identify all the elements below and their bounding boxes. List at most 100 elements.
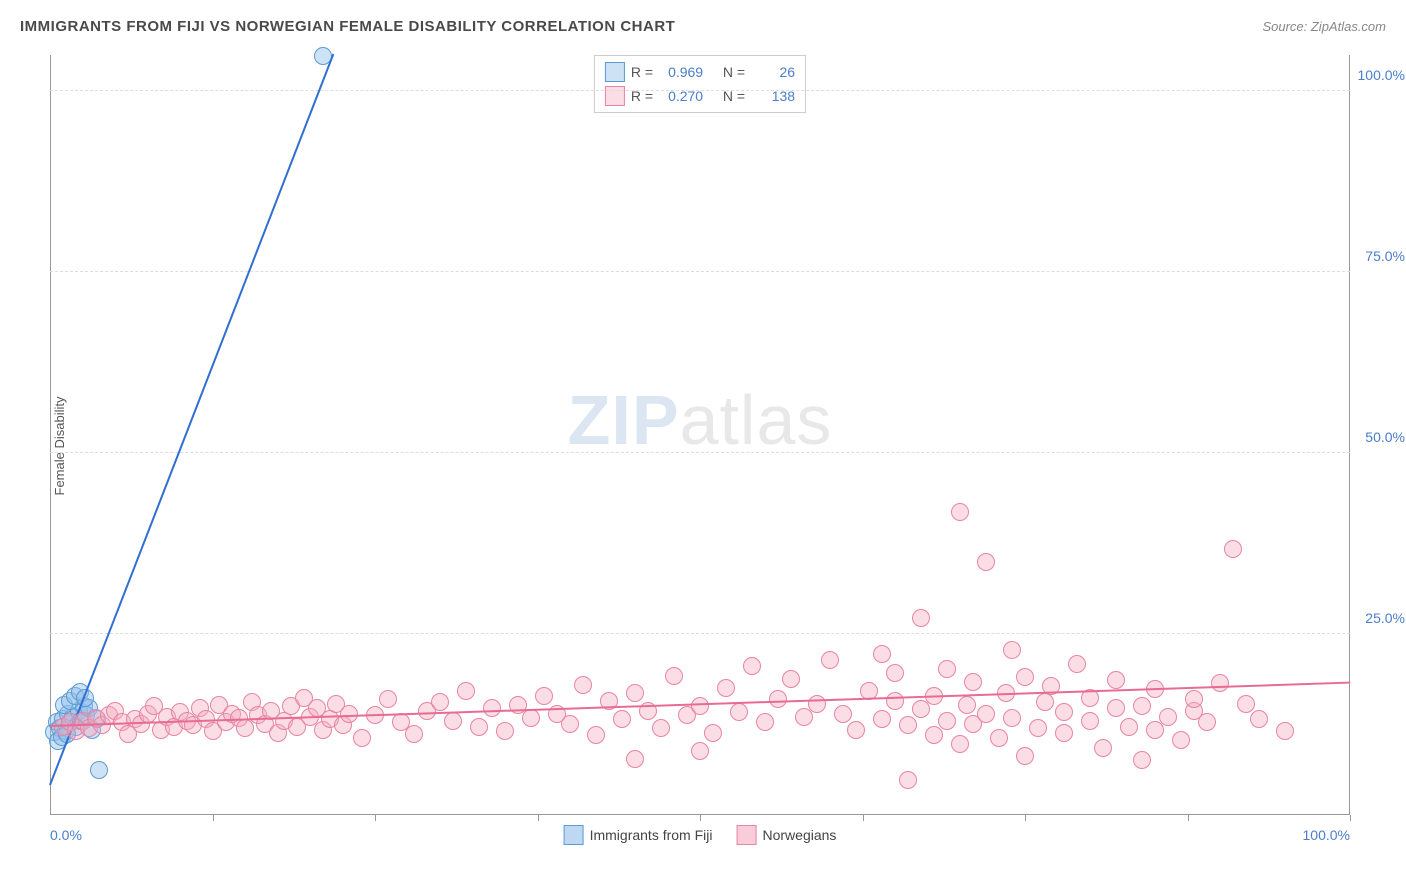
scatter-plot: ZIPatlas R =0.969 N =26R =0.270 N =138 I… <box>50 55 1350 815</box>
data-point-norwegians <box>496 722 514 740</box>
data-point-norwegians <box>1055 724 1073 742</box>
data-point-norwegians <box>613 710 631 728</box>
legend-label: Norwegians <box>762 827 836 843</box>
x-tick <box>1025 815 1026 821</box>
data-point-norwegians <box>808 695 826 713</box>
data-point-norwegians <box>717 679 735 697</box>
legend-swatch-fiji <box>605 62 625 82</box>
data-point-norwegians <box>912 609 930 627</box>
x-tick <box>375 815 376 821</box>
data-point-norwegians <box>990 729 1008 747</box>
data-point-norwegians <box>951 503 969 521</box>
y-axis-line-right <box>1349 55 1350 815</box>
grid-line <box>50 633 1350 634</box>
grid-line <box>50 271 1350 272</box>
trend-line-fiji <box>49 54 334 786</box>
legend-swatch <box>564 825 584 845</box>
data-point-norwegians <box>704 724 722 742</box>
data-point-norwegians <box>756 713 774 731</box>
data-point-norwegians <box>1036 693 1054 711</box>
data-point-norwegians <box>977 705 995 723</box>
y-axis-line <box>50 55 51 815</box>
y-tick-label: 100.0% <box>1358 67 1405 83</box>
series-legend: Immigrants from Fiji Norwegians <box>564 825 837 845</box>
grid-line <box>50 90 1350 91</box>
data-point-norwegians <box>1198 713 1216 731</box>
data-point-norwegians <box>1003 709 1021 727</box>
chart-source: Source: ZipAtlas.com <box>1262 19 1386 34</box>
data-point-norwegians <box>444 712 462 730</box>
data-point-norwegians <box>730 703 748 721</box>
data-point-norwegians <box>431 693 449 711</box>
data-point-norwegians <box>1055 703 1073 721</box>
data-point-norwegians <box>652 719 670 737</box>
data-point-norwegians <box>938 712 956 730</box>
legend-n-value: 26 <box>751 64 795 80</box>
data-point-norwegians <box>691 697 709 715</box>
data-point-norwegians <box>1250 710 1268 728</box>
data-point-norwegians <box>1120 718 1138 736</box>
y-tick-label: 25.0% <box>1365 610 1405 626</box>
data-point-norwegians <box>938 660 956 678</box>
series-legend-item: Norwegians <box>736 825 836 845</box>
data-point-norwegians <box>1159 708 1177 726</box>
y-tick-label: 50.0% <box>1365 429 1405 445</box>
legend-row-norwegians: R =0.270 N =138 <box>605 84 795 108</box>
data-point-norwegians <box>587 726 605 744</box>
data-point-norwegians <box>743 657 761 675</box>
data-point-norwegians <box>899 716 917 734</box>
chart-header: IMMIGRANTS FROM FIJI VS NORWEGIAN FEMALE… <box>20 18 1386 35</box>
data-point-norwegians <box>782 670 800 688</box>
data-point-norwegians <box>821 651 839 669</box>
x-tick <box>1350 815 1351 821</box>
data-point-norwegians <box>1029 719 1047 737</box>
legend-n-label: N = <box>723 64 745 80</box>
data-point-norwegians <box>379 690 397 708</box>
data-point-norwegians <box>1081 712 1099 730</box>
data-point-norwegians <box>561 715 579 733</box>
data-point-norwegians <box>873 645 891 663</box>
data-point-norwegians <box>925 726 943 744</box>
data-point-norwegians <box>522 709 540 727</box>
y-tick-label: 75.0% <box>1365 248 1405 264</box>
data-point-norwegians <box>1003 641 1021 659</box>
data-point-norwegians <box>1016 668 1034 686</box>
data-point-norwegians <box>964 673 982 691</box>
data-point-norwegians <box>873 710 891 728</box>
legend-r-label: R = <box>631 64 653 80</box>
legend-label: Immigrants from Fiji <box>590 827 713 843</box>
data-point-norwegians <box>769 690 787 708</box>
data-point-norwegians <box>457 682 475 700</box>
data-point-norwegians <box>574 676 592 694</box>
data-point-norwegians <box>977 553 995 571</box>
data-point-norwegians <box>626 684 644 702</box>
x-tick <box>538 815 539 821</box>
source-name: ZipAtlas.com <box>1311 19 1386 34</box>
data-point-norwegians <box>353 729 371 747</box>
legend-swatch-norwegians <box>605 86 625 106</box>
watermark-part1: ZIP <box>568 381 680 459</box>
data-point-norwegians <box>1224 540 1242 558</box>
data-point-fiji <box>90 761 108 779</box>
x-tick-label: 100.0% <box>1303 827 1350 843</box>
grid-line <box>50 452 1350 453</box>
x-tick-label: 0.0% <box>50 827 82 843</box>
source-prefix: Source: <box>1262 19 1310 34</box>
data-point-norwegians <box>626 750 644 768</box>
x-tick <box>863 815 864 821</box>
data-point-norwegians <box>535 687 553 705</box>
data-point-norwegians <box>1068 655 1086 673</box>
correlation-legend: R = 0.969 N = 26 R =0.270 N =138 <box>594 55 806 113</box>
data-point-norwegians <box>405 725 423 743</box>
watermark: ZIPatlas <box>568 380 833 460</box>
data-point-norwegians <box>899 771 917 789</box>
watermark-part2: atlas <box>680 381 833 459</box>
data-point-norwegians <box>834 705 852 723</box>
legend-swatch <box>736 825 756 845</box>
data-point-norwegians <box>886 664 904 682</box>
data-point-norwegians <box>1016 747 1034 765</box>
x-tick <box>1188 815 1189 821</box>
legend-r-value: 0.969 <box>659 64 703 80</box>
data-point-norwegians <box>1133 697 1151 715</box>
data-point-norwegians <box>1107 671 1125 689</box>
